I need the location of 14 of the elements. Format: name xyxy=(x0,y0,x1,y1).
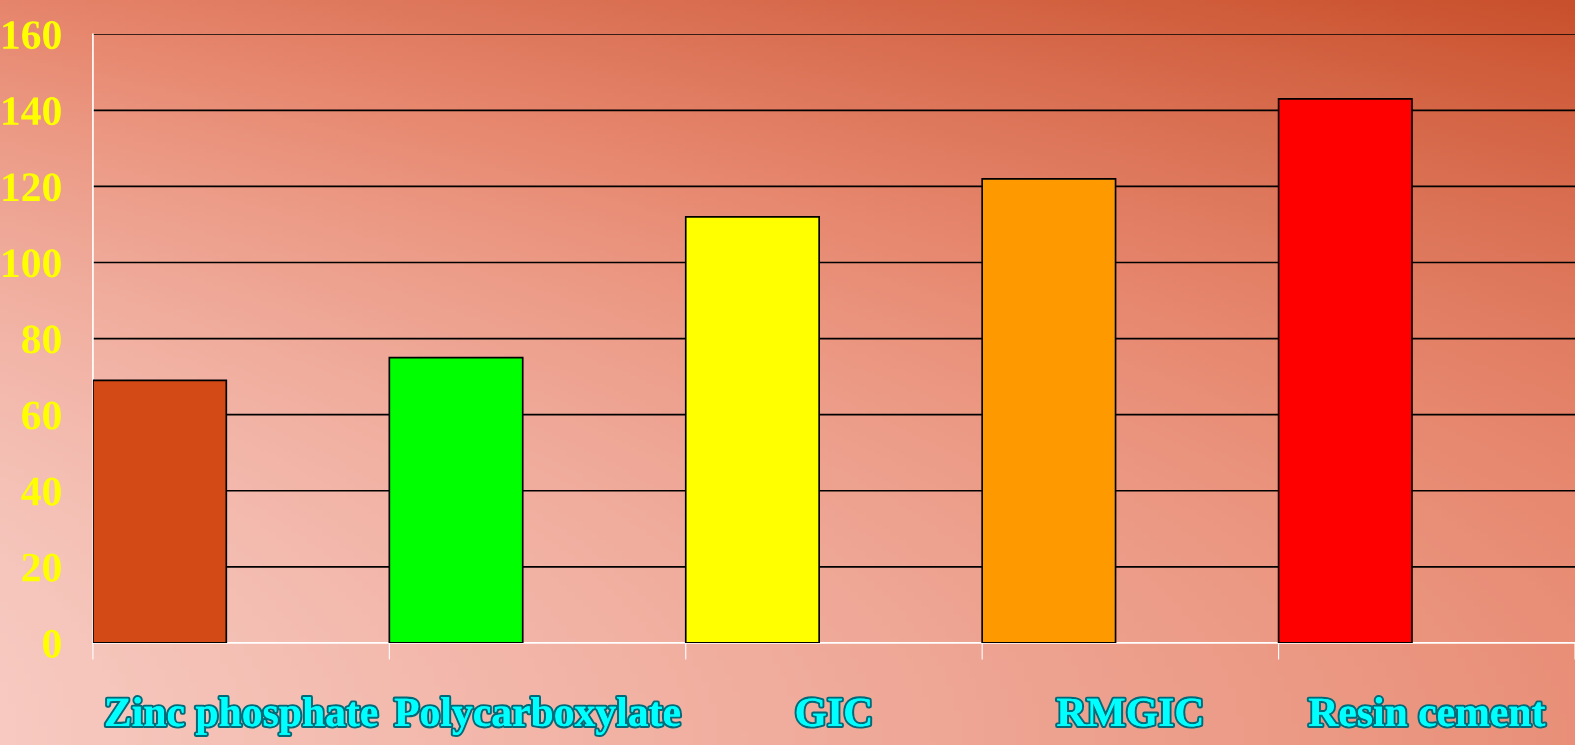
y-tick-label: 60 xyxy=(22,401,61,430)
y-tick-label: 20 xyxy=(22,553,61,582)
y-tick-label: 140 xyxy=(3,97,61,126)
y-tick-label: 160 xyxy=(3,21,61,50)
x-tick-label: Zinc phosphate xyxy=(105,697,378,735)
y-tick-label: 0 xyxy=(43,629,61,658)
x-tick-label: Resin cement xyxy=(1308,697,1546,727)
x-tick-label: RMGIC xyxy=(1057,698,1202,727)
y-tick-label: 80 xyxy=(22,325,61,354)
y-tick-label: 100 xyxy=(3,249,61,278)
y-tick-label: 40 xyxy=(21,477,61,506)
x-tick-label: GIC xyxy=(796,698,871,727)
x-tick-label: Polycarboxylate xyxy=(394,697,680,735)
y-tick-label: 120 xyxy=(3,173,61,202)
